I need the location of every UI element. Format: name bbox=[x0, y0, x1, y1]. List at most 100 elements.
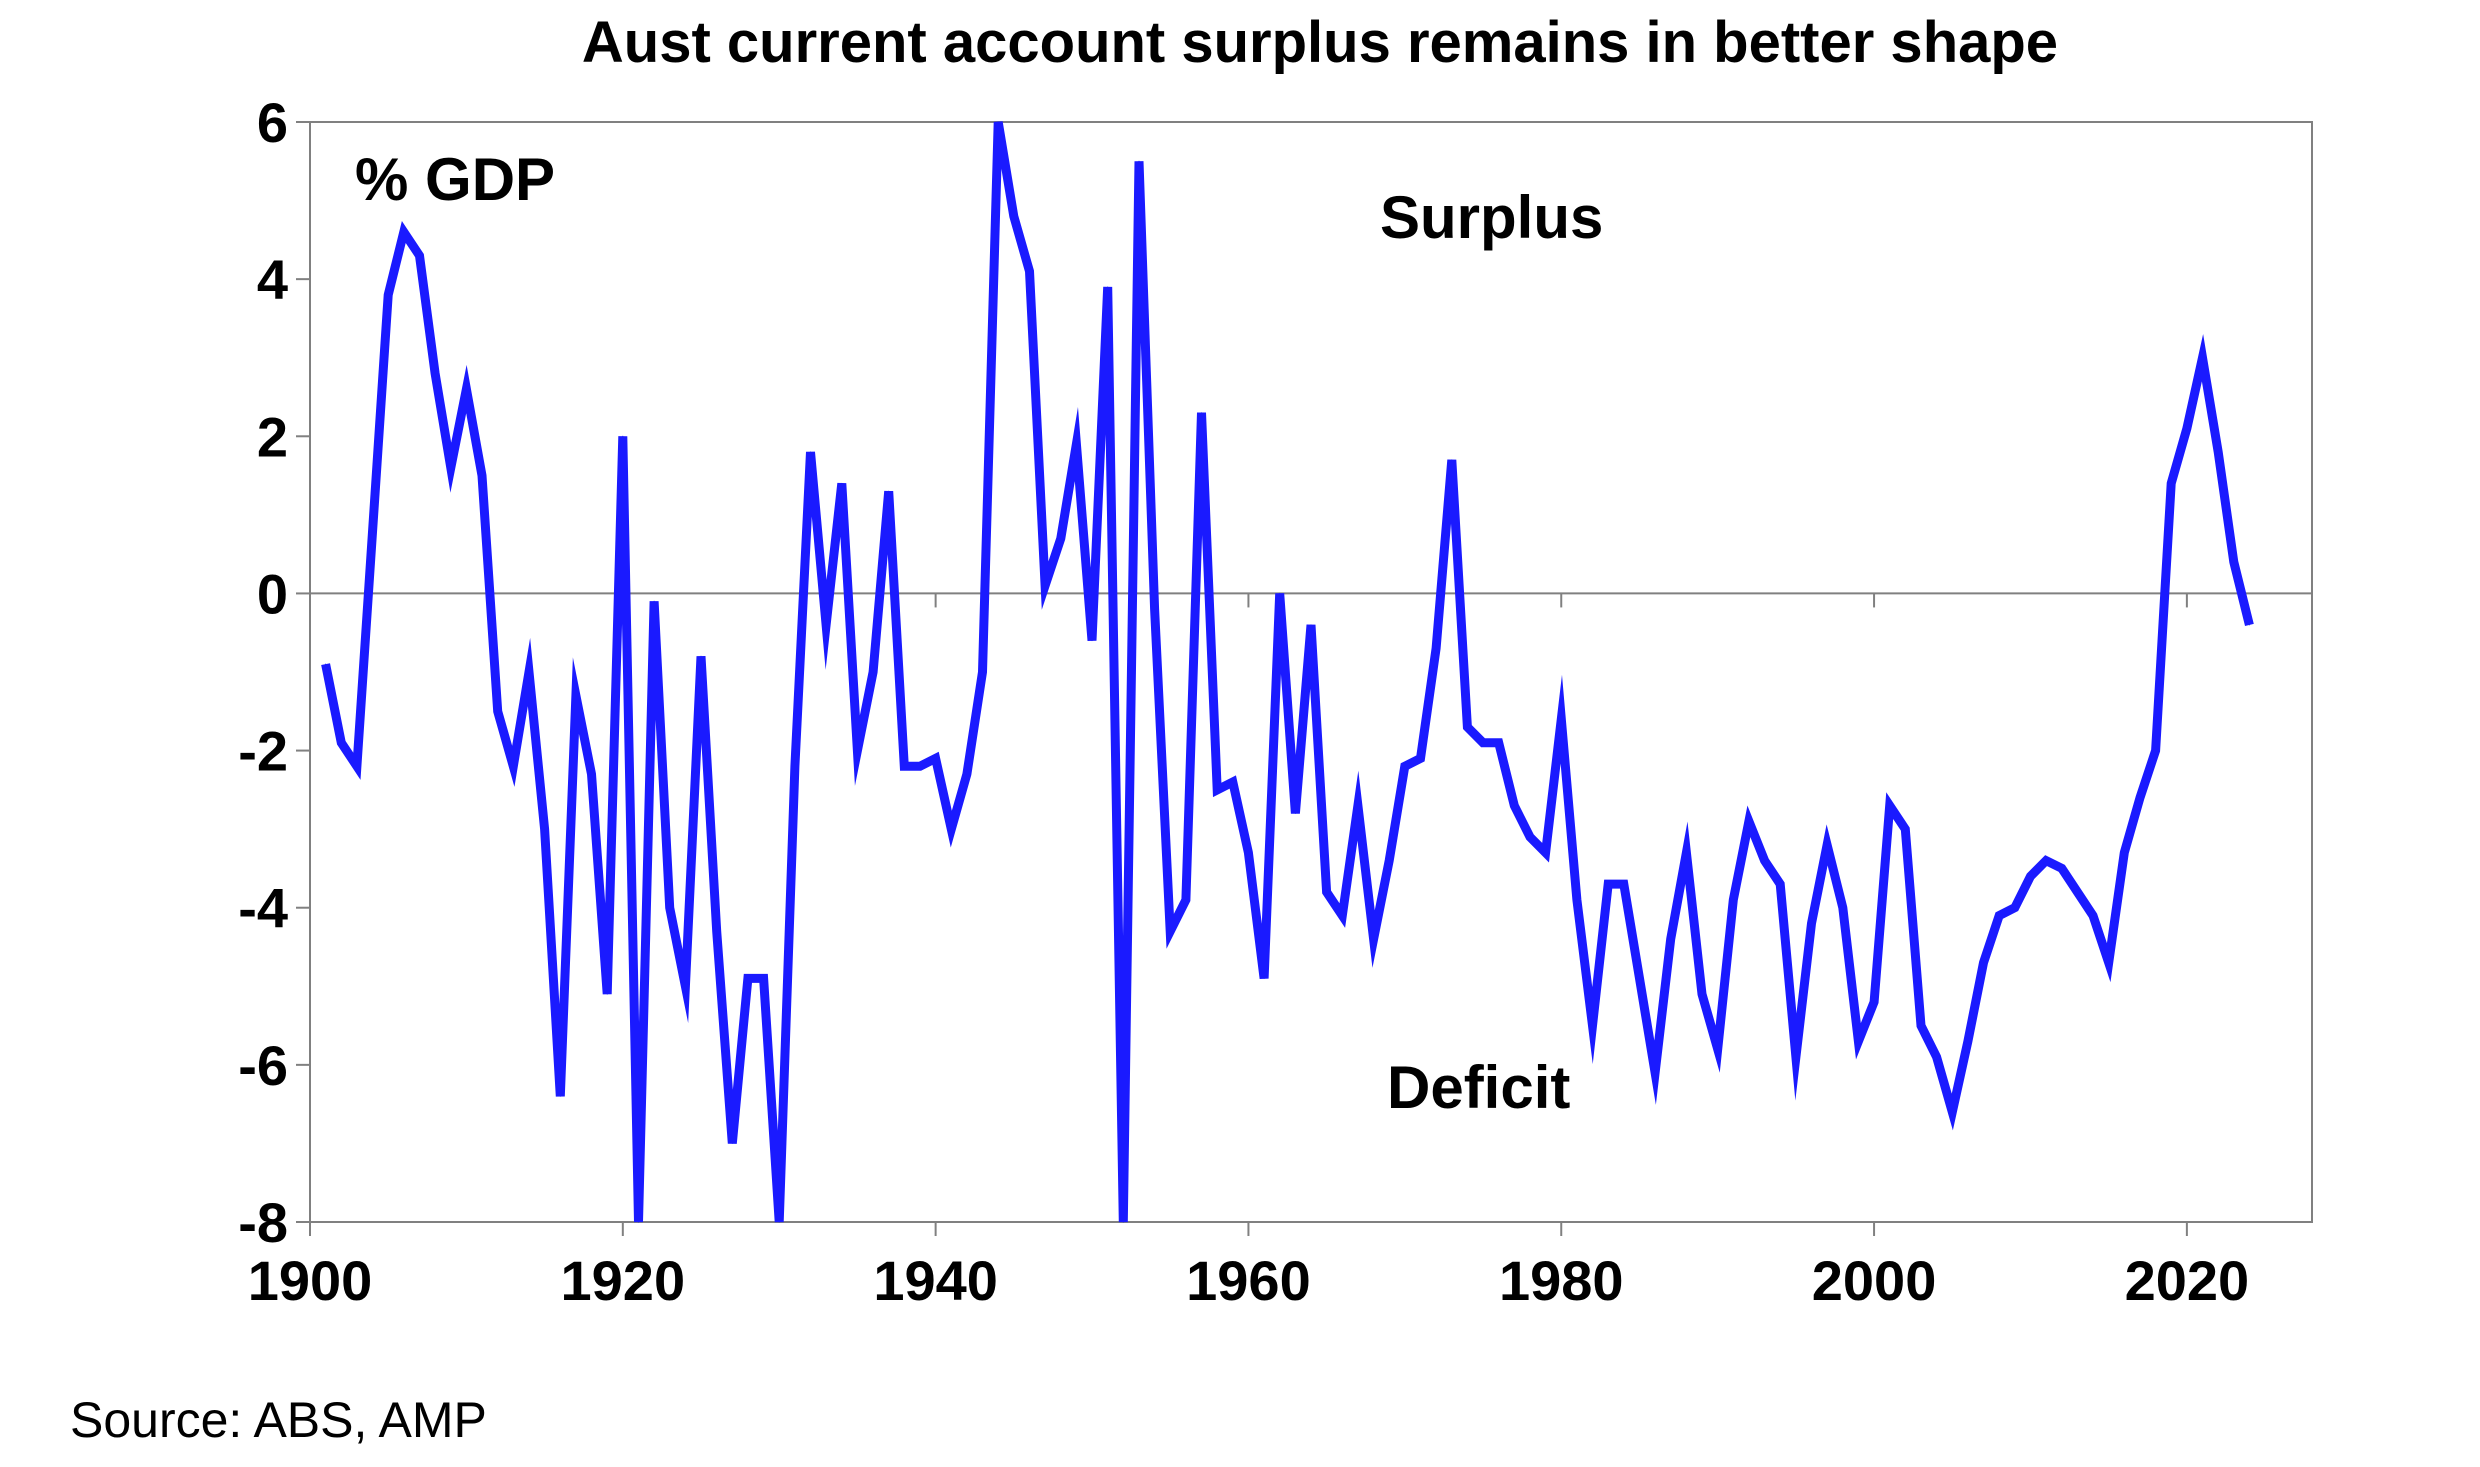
data-point bbox=[2217, 451, 2219, 453]
y-tick-label: -2 bbox=[238, 720, 288, 783]
data-point bbox=[450, 467, 452, 469]
data-point bbox=[2061, 867, 2063, 869]
data-point bbox=[966, 773, 968, 775]
data-point bbox=[1701, 993, 1703, 995]
plot-area bbox=[309, 121, 2313, 1223]
x-tick-label: 1900 bbox=[248, 1249, 373, 1312]
y-tick-label: 4 bbox=[257, 248, 288, 311]
y-tick-label: -4 bbox=[238, 877, 288, 940]
data-point bbox=[919, 765, 921, 767]
data-point bbox=[372, 530, 374, 532]
data-point bbox=[1216, 789, 1218, 791]
data-point bbox=[1639, 977, 1640, 979]
y-tick-label: 2 bbox=[257, 405, 288, 468]
data-point bbox=[1732, 899, 1734, 901]
x-tick-label: 2020 bbox=[2125, 1249, 2250, 1312]
data-point bbox=[747, 977, 749, 979]
data-point bbox=[1983, 962, 1984, 964]
data-point bbox=[1842, 907, 1844, 909]
data-point bbox=[419, 255, 420, 257]
data-point bbox=[1513, 805, 1515, 807]
data-point bbox=[1967, 1040, 1969, 1042]
data-point bbox=[528, 671, 530, 673]
data-point bbox=[1811, 922, 1812, 924]
data-point bbox=[575, 695, 577, 697]
data-point bbox=[1576, 899, 1578, 901]
data-point bbox=[1091, 640, 1093, 642]
data-point bbox=[1404, 765, 1406, 767]
data-point bbox=[2123, 852, 2125, 854]
y-axis: 6 4 2 0 -2 -4 -6 -8 bbox=[238, 91, 310, 1254]
data-point bbox=[653, 600, 655, 602]
data-point bbox=[1326, 891, 1328, 893]
data-point bbox=[387, 294, 389, 296]
x-tick-label: 1940 bbox=[873, 1249, 998, 1312]
data-point bbox=[825, 624, 827, 626]
data-point bbox=[606, 993, 608, 995]
data-point bbox=[591, 773, 592, 775]
data-point bbox=[1435, 647, 1437, 649]
y-tick-label: -8 bbox=[238, 1191, 288, 1254]
data-point bbox=[1075, 443, 1077, 445]
x-tick-label: 2000 bbox=[1812, 1249, 1937, 1312]
data-point bbox=[1122, 1221, 1124, 1223]
data-point bbox=[1826, 844, 1828, 846]
data-point bbox=[1685, 852, 1687, 854]
data-point bbox=[325, 663, 327, 665]
data-point bbox=[950, 828, 952, 830]
data-point bbox=[1873, 1001, 1875, 1003]
data-point bbox=[544, 828, 546, 830]
data-point bbox=[1388, 860, 1390, 862]
data-point bbox=[1466, 726, 1468, 728]
data-point bbox=[1904, 828, 1906, 830]
data-point bbox=[465, 388, 467, 390]
data-point bbox=[1920, 1025, 1922, 1027]
surplus-annotation: Surplus bbox=[1380, 184, 1603, 251]
data-point bbox=[1607, 883, 1609, 885]
data-point bbox=[684, 985, 686, 987]
data-point bbox=[1341, 915, 1343, 917]
data-point bbox=[1294, 812, 1296, 814]
data-point bbox=[559, 1095, 561, 1097]
x-tick-label: 1980 bbox=[1499, 1249, 1624, 1312]
data-point bbox=[2045, 860, 2047, 862]
data-point bbox=[1310, 624, 1312, 626]
data-point bbox=[1357, 805, 1359, 807]
data-point bbox=[872, 671, 874, 673]
data-point bbox=[856, 750, 858, 752]
data-point bbox=[1748, 820, 1750, 822]
data-point bbox=[2155, 750, 2157, 752]
data-point bbox=[935, 757, 937, 759]
data-point bbox=[1013, 215, 1015, 217]
data-point bbox=[434, 372, 436, 374]
data-point bbox=[1138, 160, 1140, 162]
data-point bbox=[2076, 891, 2078, 893]
x-tick-label: 1960 bbox=[1186, 1249, 1311, 1312]
data-point bbox=[1779, 883, 1781, 885]
data-point bbox=[903, 765, 905, 767]
data-point bbox=[1201, 412, 1202, 414]
data-point bbox=[810, 451, 811, 453]
data-point bbox=[512, 765, 514, 767]
data-point bbox=[1498, 742, 1500, 744]
data-point bbox=[716, 930, 718, 932]
data-point bbox=[1654, 1072, 1656, 1074]
data-point bbox=[997, 121, 999, 123]
data-point bbox=[2186, 427, 2188, 429]
y-axis-label: % GDP bbox=[355, 146, 555, 213]
y-tick-label: 6 bbox=[257, 91, 288, 154]
data-point bbox=[1764, 860, 1766, 862]
series-group bbox=[321, 121, 2254, 1223]
data-point bbox=[1232, 781, 1234, 783]
data-point bbox=[1545, 852, 1547, 854]
data-point bbox=[794, 765, 796, 767]
data-point bbox=[2108, 962, 2110, 964]
data-point bbox=[1154, 608, 1156, 610]
data-point bbox=[669, 907, 671, 909]
x-tick-label: 1920 bbox=[561, 1249, 686, 1312]
data-point bbox=[2248, 624, 2250, 626]
data-point bbox=[481, 475, 483, 477]
data-point bbox=[1936, 1056, 1938, 1058]
data-point bbox=[1420, 757, 1421, 759]
data-point bbox=[1451, 459, 1453, 461]
